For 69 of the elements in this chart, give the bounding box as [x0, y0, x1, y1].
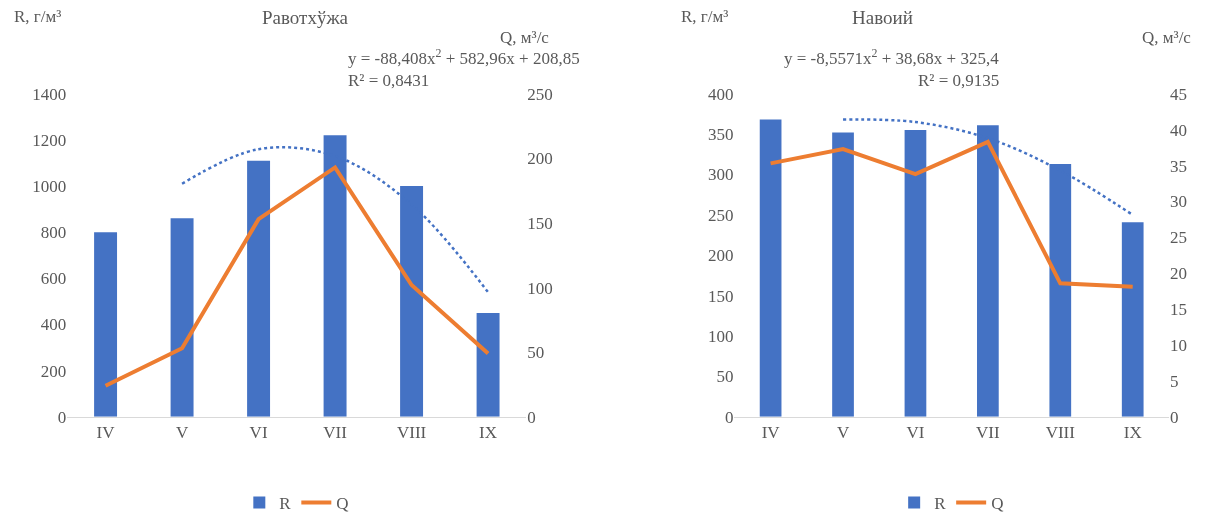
y-tick-label: 400	[40, 315, 67, 335]
y2-tick-label: 150	[527, 213, 553, 233]
y-tick-label: 600	[40, 269, 67, 289]
y-tick-label: 1400	[32, 84, 67, 104]
chart-title: Равотхўжа	[262, 7, 349, 28]
x-tick-label: VIII	[1045, 423, 1076, 443]
y2-tick-label: 200	[527, 149, 553, 169]
bar	[170, 218, 194, 417]
chart-title: Навоий	[852, 7, 913, 28]
bar	[476, 312, 500, 417]
legend-label: R	[934, 494, 947, 514]
y-tick-label: 200	[707, 246, 734, 266]
x-tick-label: V	[836, 423, 850, 443]
y-tick-label: 200	[40, 361, 67, 381]
y-tick-label: 300	[707, 165, 734, 185]
y2-tick-label: 15	[1169, 300, 1187, 320]
y2-tick-label: 40	[1169, 120, 1187, 140]
y-tick-label: 400	[707, 84, 734, 104]
x-tick-label: VI	[906, 423, 925, 443]
y-tick-label: 150	[707, 286, 734, 306]
y-tick-label: 1200	[32, 130, 67, 150]
y-tick-label: 0	[57, 407, 67, 427]
y-tick-label: 0	[724, 407, 734, 427]
x-tick-label: VIII	[396, 423, 427, 443]
bar	[832, 132, 854, 417]
y2-tick-label: 20	[1169, 264, 1187, 284]
bar	[759, 119, 782, 417]
y2-tick-label: 10	[1169, 335, 1187, 355]
x-tick-label: V	[175, 423, 189, 443]
y2-tick-label: 250	[527, 84, 553, 104]
y-tick-label: 250	[707, 205, 734, 225]
x-tick-label: IX	[479, 423, 498, 443]
y2-tick-label: 45	[1169, 84, 1187, 104]
y2-axis-title: Q, м³/с	[500, 28, 550, 47]
bar	[94, 232, 118, 417]
bar	[1121, 222, 1144, 417]
x-tick-label: IX	[1123, 423, 1142, 443]
line-series	[768, 139, 1135, 289]
x-tick-label: VII	[323, 423, 348, 443]
y-tick-label: 1000	[32, 177, 67, 197]
legend-label: R	[279, 494, 292, 514]
x-tick-label: IV	[761, 423, 781, 443]
y2-tick-label: 0	[527, 407, 536, 427]
line-series	[103, 165, 491, 388]
y-tick-label: 50	[716, 367, 734, 387]
y2-tick-label: 0	[1169, 407, 1179, 427]
y2-axis-title: Q, м³/с	[1142, 28, 1192, 47]
text: R² = 0,8431	[348, 71, 430, 90]
legend-label: Q	[991, 494, 1004, 514]
y2-tick-label: 25	[1169, 228, 1187, 248]
y-axis-title: R, г/м³	[14, 7, 62, 26]
y-tick-label: 100	[707, 326, 734, 346]
text: y = -8,5571x$^{2}$ + 38,68x + 325,4	[784, 46, 1000, 69]
y2-tick-label: 35	[1169, 156, 1187, 176]
text: y = -88,408x$^{2}$ + 582,96x + 208,85	[348, 46, 580, 69]
x-tick-label: VII	[976, 423, 1000, 443]
y2-tick-label: 5	[1169, 371, 1179, 391]
x-tick-label: IV	[96, 423, 116, 443]
bar	[247, 160, 271, 417]
bar	[904, 130, 927, 417]
y-axis-title: R, г/м³	[681, 7, 729, 26]
y2-tick-label: 50	[527, 343, 545, 363]
y2-tick-label: 100	[527, 278, 553, 298]
y-tick-label: 800	[40, 223, 67, 243]
x-tick-label: VI	[249, 423, 268, 443]
y2-tick-label: 30	[1169, 192, 1187, 212]
text: R² = 0,9135	[918, 71, 1000, 90]
legend-label: Q	[336, 494, 349, 514]
y-tick-label: 350	[707, 125, 734, 145]
